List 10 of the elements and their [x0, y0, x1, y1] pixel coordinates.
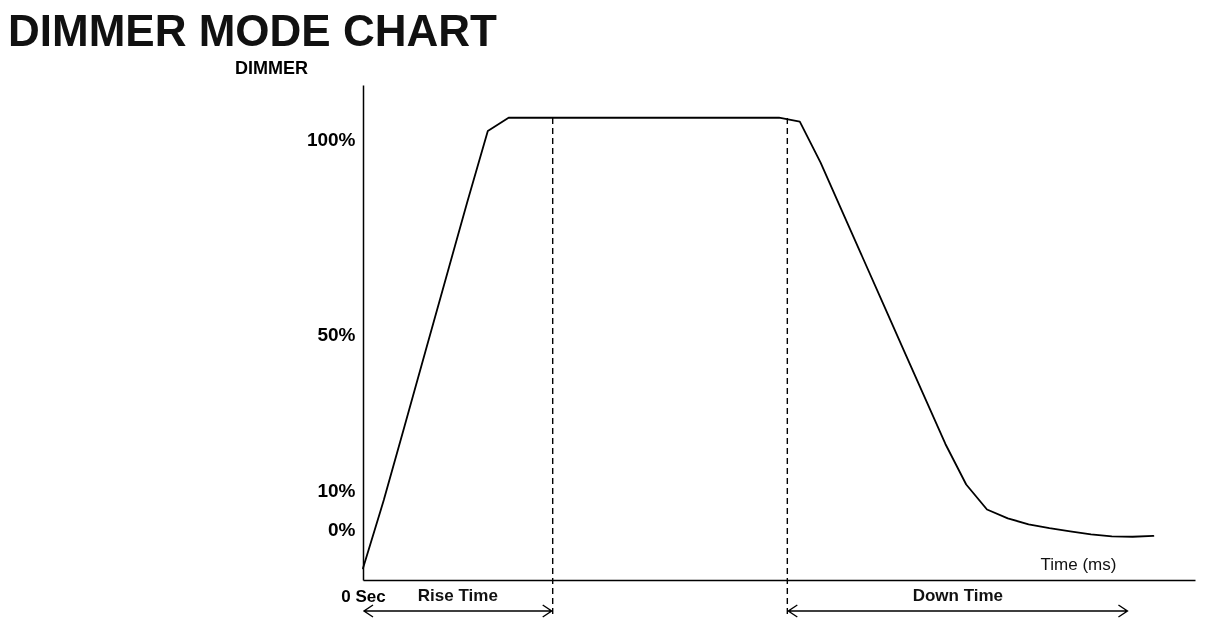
- y-tick-label: 0%: [328, 518, 356, 540]
- text: Rise Time: [417, 586, 498, 605]
- chart-title: DIMMER MODE CHART: [8, 6, 497, 55]
- x-tick-label: 0 Sec: [341, 586, 386, 606]
- y-tick-label: 50%: [317, 323, 356, 345]
- y-tick-label: 10%: [317, 479, 356, 501]
- text: Down Time: [912, 586, 1004, 605]
- y-tick-label: 100%: [306, 129, 356, 151]
- x-axis-title: Time (ms): [1040, 555, 1117, 574]
- y-axis-title: DIMMER: [235, 57, 308, 78]
